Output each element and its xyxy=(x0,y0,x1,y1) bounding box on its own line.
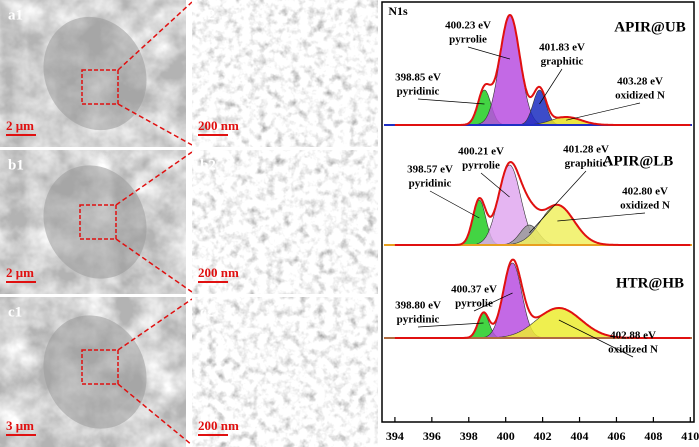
peak-label: 401.28 eV xyxy=(563,144,609,156)
panel-label: b2 xyxy=(200,157,216,173)
spectrum-name: APIR@UB xyxy=(614,19,685,35)
zoom-line xyxy=(117,103,193,146)
x-tick-label: 398 xyxy=(460,429,478,443)
peak-species: oxidized N xyxy=(620,200,670,212)
scale-bar-label: 2 μm xyxy=(6,265,34,280)
peak-label: 403.28 eV xyxy=(617,76,663,88)
peak-label: 401.83 eV xyxy=(539,42,585,54)
leader-line xyxy=(557,212,646,222)
particle xyxy=(43,165,147,279)
particle xyxy=(43,315,147,429)
sem-images: a1 2 μm a2 200 nm b1 2 μm b2 200 nm c1 3 μm c2 200 … xyxy=(0,0,378,447)
scale-bar-label: 200 nm xyxy=(198,418,239,433)
x-tick-label: 396 xyxy=(423,429,441,443)
leader-line xyxy=(429,190,480,219)
sem-image xyxy=(192,0,378,147)
zoom-box xyxy=(81,349,119,385)
peak-species: pyridinic xyxy=(397,314,440,326)
peak-label: 398.80 eV xyxy=(395,300,441,312)
panel-label: c1 xyxy=(8,304,22,320)
spectrum-name: APIR@LB xyxy=(603,153,674,169)
sem-image xyxy=(192,297,378,447)
fit-envelope xyxy=(394,160,691,246)
x-tick-label: 406 xyxy=(607,429,625,443)
peak-species: pyridinic xyxy=(409,178,452,190)
peak-species: pyrrolie xyxy=(449,34,487,46)
peak-label: 398.57 eV xyxy=(407,164,453,176)
panel-label: b1 xyxy=(8,157,24,173)
zoom-box xyxy=(79,204,117,240)
leader-line xyxy=(417,98,485,105)
x-tick-label: 408 xyxy=(644,429,662,443)
peak-species: pyridinic xyxy=(397,86,440,98)
x-tick-label: 410 xyxy=(681,429,699,443)
chart-title: N1s xyxy=(388,4,408,18)
scale-bar-label: 2 μm xyxy=(6,118,34,133)
xps-chart: N1s 394 396 398 400 402 404 406 408 410 APIR@UB 39… xyxy=(381,1,699,443)
fit-envelope xyxy=(394,13,691,126)
panel-label: a1 xyxy=(8,7,23,23)
leader-line xyxy=(529,170,587,234)
panel-label: c2 xyxy=(200,304,214,320)
peak-label: 400.37 eV xyxy=(451,284,497,296)
zoom-line xyxy=(117,298,193,351)
peak-label: 402.80 eV xyxy=(622,186,668,198)
scale-bar-label: 200 nm xyxy=(198,118,239,133)
peak-label: 400.21 eV xyxy=(458,146,504,158)
spectrum-name: HTR@HB xyxy=(616,275,684,291)
x-tick-label: 394 xyxy=(386,429,404,443)
zoom-line xyxy=(117,1,193,71)
peak-species: oxidized N xyxy=(615,90,665,102)
leader-line xyxy=(566,102,641,121)
scale-bar-label: 3 μm xyxy=(6,418,34,433)
leader-line xyxy=(539,68,563,105)
leader-line xyxy=(480,172,510,198)
peak-species: graphitic xyxy=(565,158,608,170)
x-tick-label: 400 xyxy=(497,429,515,443)
peak-species: pyrrolie xyxy=(462,160,500,172)
peak-species: oxidized N xyxy=(608,344,658,356)
peak-label: 398.85 eV xyxy=(395,72,441,84)
leader-line xyxy=(417,322,484,328)
sem-image xyxy=(192,150,378,294)
peak-species: pyrrolie xyxy=(455,298,493,310)
peak-label: 400.23 eV xyxy=(445,20,491,32)
leader-line xyxy=(473,292,513,312)
fit-envelope xyxy=(394,258,691,339)
peak-label: 402.88 eV xyxy=(610,330,656,342)
particle xyxy=(43,16,147,131)
peak-species: graphitic xyxy=(541,56,584,68)
plot-frame xyxy=(381,1,695,423)
x-tick-label: 402 xyxy=(534,429,552,443)
leader-line xyxy=(558,319,634,358)
panel-label: a2 xyxy=(200,7,215,23)
scale-bar-label: 200 nm xyxy=(198,265,239,280)
zoom-box xyxy=(81,69,119,105)
x-tick-label: 404 xyxy=(571,429,589,443)
leader-line xyxy=(467,46,511,60)
